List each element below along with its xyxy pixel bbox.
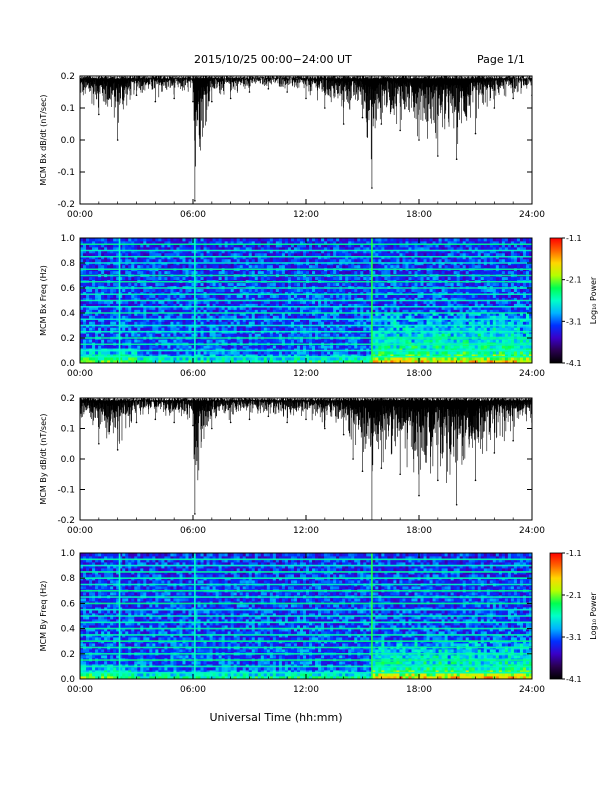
colorbar-gradient: [549, 552, 563, 680]
series-line: [80, 398, 532, 520]
panel-3-axes: 00:00 06:00 12:00 18:00 24:00 -0.2 -0.1 0.0 0.1 0…: [39, 394, 545, 536]
y-tick-label: 0.6: [61, 284, 76, 294]
x-tick-label: 18:00: [406, 685, 432, 695]
y-tick-label: 0.4: [61, 309, 76, 319]
x-tick-label: 24:00: [519, 685, 545, 695]
colorbar-label: Log₁₀ Power: [589, 276, 598, 324]
x-tick-label: 06:00: [180, 210, 206, 220]
x-tick-label: 24:00: [519, 526, 545, 536]
y-tick-label: 0.2: [61, 72, 75, 82]
colorbar-tick-label: -3.1: [566, 633, 582, 642]
data-point: [493, 452, 496, 454]
y-tick-label: 0.2: [61, 394, 75, 404]
x-tick-label: 06:00: [180, 685, 206, 695]
panel-4-axes: 00:00 06:00 12:00 18:00 24:00 0.0 0.2 0.4 0.6 0.8…: [39, 549, 545, 695]
y-tick-label: 1.0: [61, 549, 76, 559]
colorbar-tick-label: -2.1: [566, 591, 582, 600]
data-point: [229, 421, 232, 424]
colorbar-tick-label: -1.1: [566, 549, 582, 558]
y-tick-label: 0.2: [61, 334, 75, 344]
panel-1-axes: 00:00 06:00 12:00 18:00 24:00 -0.2 -0.1 0.0 0.1 0…: [39, 72, 545, 220]
x-tick-label: 06:00: [180, 526, 206, 536]
series-line: [80, 76, 532, 201]
x-tick-label: 00:00: [67, 210, 93, 220]
colorbar-label: Log₁₀ Power: [589, 592, 598, 640]
colorbar-tick-label: -4.1: [566, 675, 582, 684]
x-tick-label: 00:00: [67, 526, 93, 536]
y-axis-label: MCM Bx Freq (Hz): [39, 265, 48, 336]
colorbar-gradient: [549, 237, 563, 364]
x-tick-label: 24:00: [519, 210, 545, 220]
data-point: [286, 421, 288, 424]
series-trace: [80, 76, 532, 202]
colorbar: -1.1 -2.1 -3.1 -4.1 Log₁₀ Power: [549, 549, 598, 684]
x-tick-label: 12:00: [293, 369, 319, 379]
colorbar: -1.1 -2.1 -3.1 -4.1 Log₁₀ Power: [549, 234, 598, 368]
x-tick-label: 12:00: [293, 685, 319, 695]
y-tick-label: 0.2: [61, 650, 75, 660]
y-tick-label: 0.6: [61, 599, 76, 609]
y-tick-label: -0.1: [57, 168, 75, 178]
x-tick-label: 18:00: [406, 210, 432, 220]
colorbar-tick-label: -2.1: [566, 276, 582, 285]
y-tick-label: 0.8: [61, 574, 76, 584]
y-tick-label: 0.4: [61, 625, 76, 635]
y-tick-label: 0.1: [61, 425, 75, 435]
panel-2-axes: 00:00 06:00 12:00 18:00 24:00 0.0 0.2 0.4 0.6 0.8…: [39, 234, 545, 379]
series-trace: [80, 398, 532, 520]
data-point: [342, 433, 345, 436]
page-title: 2015/10/25 00:00−24:00 UT: [194, 53, 352, 66]
y-axis-label: MCM Bx dB/dt (nT/sec): [39, 94, 48, 185]
colorbar-tick-label: -1.1: [566, 234, 582, 243]
y-tick-label: 0.0: [61, 359, 76, 369]
x-tick-label: 00:00: [67, 369, 93, 379]
x-tick-label: 00:00: [67, 685, 93, 695]
data-point: [418, 494, 420, 497]
data-point: [135, 421, 138, 424]
y-tick-label: -0.2: [57, 200, 75, 210]
data-point: [380, 467, 383, 469]
x-axis-label: Universal Time (hh:mm): [210, 711, 343, 724]
y-tick-label: 0.0: [61, 455, 76, 465]
x-tick-label: 18:00: [406, 526, 432, 536]
y-axis-label: MCM By Freq (Hz): [39, 581, 48, 652]
x-tick-label: 24:00: [519, 369, 545, 379]
page-number: Page 1/1: [477, 53, 525, 66]
y-tick-label: 1.0: [61, 234, 76, 244]
spectrogram: [80, 238, 533, 364]
y-axis-label: MCM By dB/dt (nT/sec): [39, 413, 48, 504]
data-point: [173, 421, 175, 424]
colorbar-tick-label: -3.1: [566, 317, 582, 326]
y-tick-label: -0.2: [57, 516, 75, 526]
y-tick-label: 0.0: [61, 136, 76, 146]
y-tick-label: 0.1: [61, 104, 75, 114]
y-tick-label: 0.0: [61, 675, 76, 685]
colorbar-tick-label: -4.1: [566, 359, 582, 368]
x-tick-label: 12:00: [293, 210, 319, 220]
y-tick-label: 0.8: [61, 259, 76, 269]
spectrogram: [80, 553, 533, 680]
x-tick-label: 18:00: [406, 369, 432, 379]
x-tick-label: 12:00: [293, 526, 319, 536]
x-tick-label: 06:00: [180, 369, 206, 379]
y-tick-label: -0.1: [57, 486, 75, 496]
